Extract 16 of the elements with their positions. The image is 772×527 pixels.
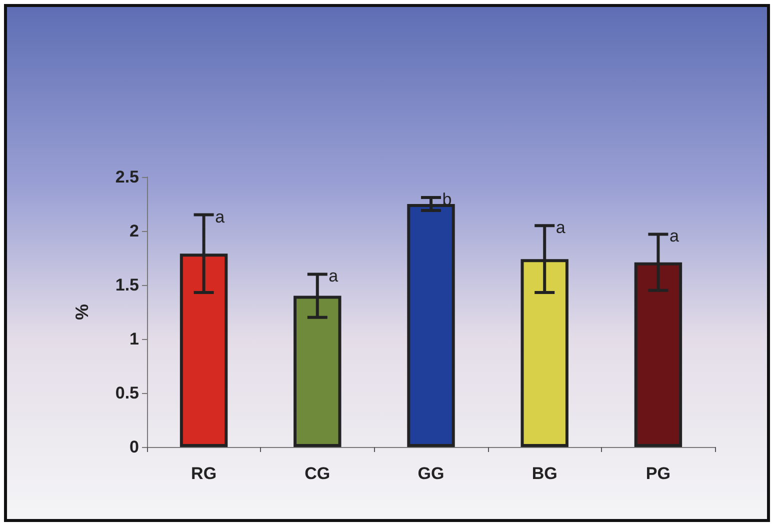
y-tick-label: 0 <box>130 438 139 456</box>
annotation: a <box>556 218 566 238</box>
y-axis-title: % <box>72 304 92 320</box>
y-tick-label: 1 <box>130 330 139 348</box>
y-tick-label: 1.5 <box>115 276 139 294</box>
y-tick-label: 2 <box>130 222 139 240</box>
annotation: a <box>215 207 226 226</box>
x-tick-label: PG <box>646 464 670 483</box>
y-tick-label: 0.5 <box>115 384 139 402</box>
x-tick-label: RG <box>191 464 217 483</box>
x-tick-label: CG <box>304 464 330 483</box>
annotation: a <box>669 226 680 246</box>
x-tick-label: BG <box>532 464 558 483</box>
y-tick-label: 2.5 <box>115 168 139 186</box>
annotation: a <box>328 266 339 286</box>
x-tick-label: GG <box>418 464 444 483</box>
